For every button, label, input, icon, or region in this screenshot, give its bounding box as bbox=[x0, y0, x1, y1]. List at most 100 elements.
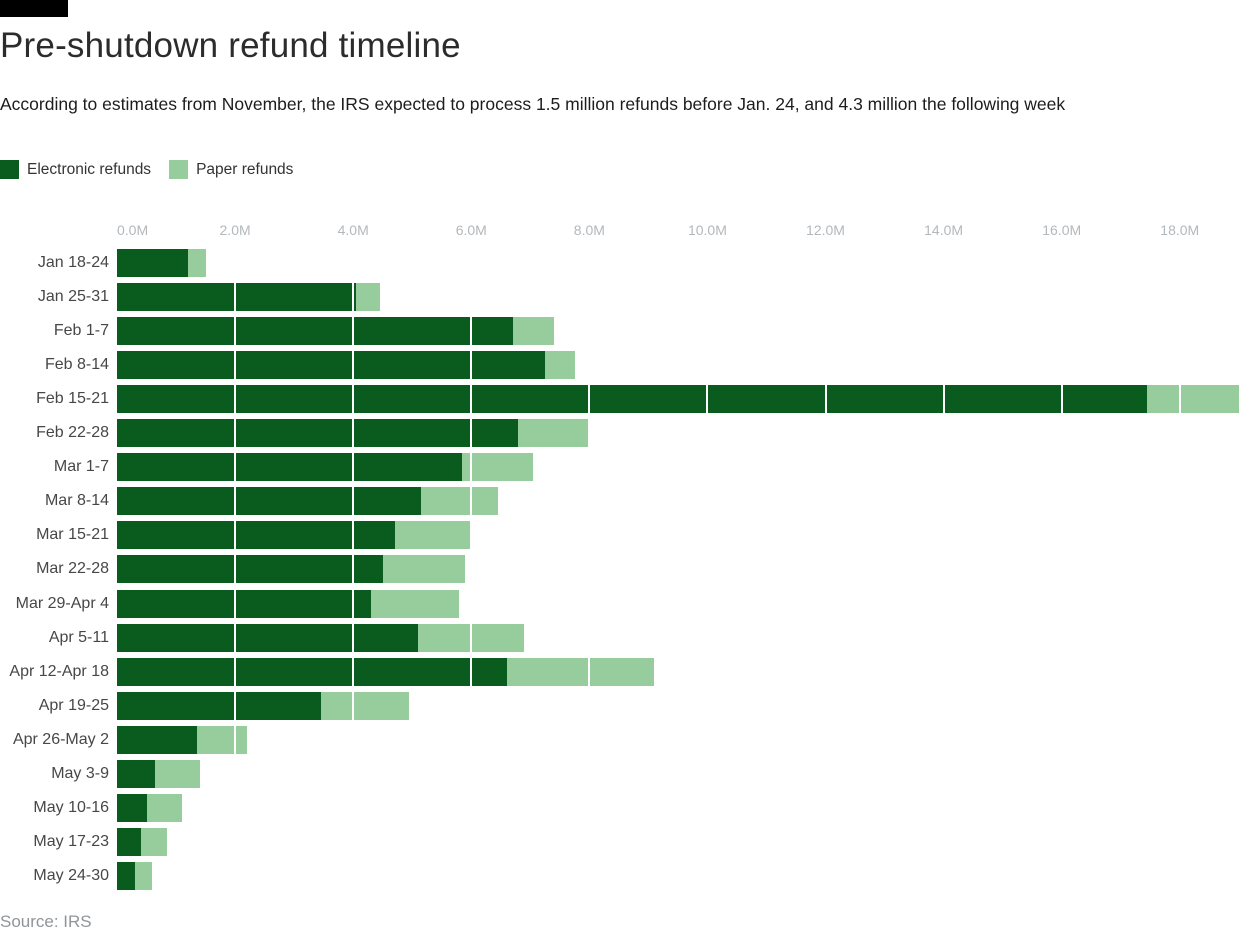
category-label: Feb 22-28 bbox=[36, 424, 109, 442]
stacked-bar bbox=[117, 759, 200, 788]
legend-swatch-paper bbox=[169, 160, 189, 179]
bar-segment-electronic bbox=[117, 725, 197, 754]
bar-segment-electronic bbox=[117, 623, 419, 652]
stacked-bar bbox=[117, 385, 1239, 414]
bar-segment-paper bbox=[134, 861, 153, 890]
bar-segment-paper bbox=[1147, 385, 1239, 414]
bar-segment-electronic bbox=[117, 759, 156, 788]
x-axis: 0.0M 2.0M 4.0M 6.0M 8.0M 10.0M 12.0M 14.0M 16.0M… bbox=[0, 218, 1240, 244]
bar-segment-electronic bbox=[117, 691, 321, 720]
bar-segment-paper bbox=[418, 623, 525, 652]
bar-row: Apr 26-May 2 bbox=[0, 723, 1240, 757]
stacked-bar bbox=[117, 351, 575, 380]
bar-segment-paper bbox=[196, 725, 247, 754]
category-label: Feb 1-7 bbox=[53, 322, 109, 340]
bar-segment-paper bbox=[421, 487, 498, 516]
stacked-bar bbox=[117, 827, 168, 856]
bar-segment-paper bbox=[140, 827, 168, 856]
legend-label-paper: Paper refunds bbox=[196, 160, 294, 178]
category-label: May 3-9 bbox=[51, 764, 109, 782]
category-label: Apr 5-11 bbox=[48, 628, 109, 646]
bar-row: Mar 8-14 bbox=[0, 484, 1240, 518]
category-label: Mar 29-Apr 4 bbox=[15, 594, 109, 612]
x-axis-tick-label: 16.0M bbox=[1042, 222, 1082, 238]
category-label: Jan 18-24 bbox=[37, 254, 109, 271]
page-title: Pre-shutdown refund timeline bbox=[0, 26, 461, 65]
bar-segment-electronic bbox=[117, 487, 422, 516]
bar-segment-electronic bbox=[117, 827, 141, 856]
bar-segment-paper bbox=[155, 759, 200, 788]
category-label: Jan 25-31 bbox=[37, 288, 109, 306]
stacked-bar bbox=[117, 657, 655, 686]
stacked-bar bbox=[117, 283, 380, 312]
legend-item-electronic: Electronic refunds bbox=[0, 160, 151, 179]
bar-segment-paper bbox=[187, 249, 206, 278]
chart-subtitle: According to estimates from November, th… bbox=[0, 94, 1066, 114]
stacked-bar bbox=[117, 453, 534, 482]
bar-row: Jan 18-24 bbox=[0, 246, 1240, 280]
legend-swatch-electronic bbox=[0, 160, 19, 179]
bar-row: Mar 15-21 bbox=[0, 518, 1240, 552]
stacked-bar bbox=[117, 487, 498, 516]
category-label: Feb 8-14 bbox=[44, 356, 109, 374]
stacked-bar bbox=[117, 793, 182, 822]
legend-label-electronic: Electronic refunds bbox=[27, 160, 152, 178]
bar-segment-electronic bbox=[117, 555, 383, 584]
x-axis-tick-label: 8.0M bbox=[573, 222, 605, 238]
bar-segment-electronic bbox=[117, 249, 188, 278]
bar-row: Mar 29-Apr 4 bbox=[0, 587, 1240, 621]
x-axis-tick-label: 14.0M bbox=[924, 222, 964, 238]
x-axis-tick-label: 2.0M bbox=[219, 222, 251, 238]
x-axis-tick-label: 0.0M bbox=[117, 222, 149, 238]
bar-segment-electronic bbox=[117, 385, 1148, 414]
category-label: Mar 8-14 bbox=[44, 492, 109, 510]
bar-row: Apr 19-25 bbox=[0, 689, 1240, 723]
bar-row: May 17-23 bbox=[0, 825, 1240, 859]
stacked-bar bbox=[117, 249, 206, 278]
stacked-bar bbox=[117, 555, 466, 584]
bar-segment-paper bbox=[512, 317, 554, 346]
stacked-bar bbox=[117, 521, 472, 550]
stacked-bar bbox=[117, 317, 554, 346]
x-axis-tick-label: 18.0M bbox=[1160, 222, 1200, 238]
x-axis-tick-label: 4.0M bbox=[337, 222, 369, 238]
category-label: Apr 26-May 2 bbox=[12, 730, 109, 748]
stacked-bar bbox=[117, 419, 590, 448]
category-label: May 17-23 bbox=[33, 832, 109, 850]
category-label: Feb 15-21 bbox=[36, 390, 109, 408]
category-label: May 24-30 bbox=[33, 866, 109, 884]
bar-row: Mar 1-7 bbox=[0, 450, 1240, 484]
bar-segment-electronic bbox=[117, 861, 135, 890]
bar-segment-paper bbox=[545, 351, 575, 380]
bar-row: Apr 5-11 bbox=[0, 621, 1240, 655]
category-label: Mar 22-28 bbox=[36, 560, 109, 578]
bar-segment-paper bbox=[382, 555, 466, 584]
stacked-bar bbox=[117, 691, 410, 720]
bar-row: Feb 8-14 bbox=[0, 348, 1240, 382]
bar-chart: 0.0M 2.0M 4.0M 6.0M 8.0M 10.0M 12.0M 14.0M 16.0M… bbox=[0, 218, 1240, 904]
stacked-bar bbox=[117, 623, 525, 652]
bar-segment-electronic bbox=[117, 453, 463, 482]
bar-segment-paper bbox=[462, 453, 534, 482]
bar-row: May 24-30 bbox=[0, 859, 1240, 893]
source-note: Source: IRS bbox=[0, 912, 92, 931]
stacked-bar bbox=[117, 589, 460, 618]
bar-row: Feb 22-28 bbox=[0, 416, 1240, 450]
bar-segment-electronic bbox=[117, 283, 357, 312]
bar-segment-paper bbox=[320, 691, 410, 720]
stacked-bar bbox=[117, 725, 247, 754]
bar-row: Feb 1-7 bbox=[0, 314, 1240, 348]
bar-segment-paper bbox=[146, 793, 182, 822]
bar-row: Jan 25-31 bbox=[0, 280, 1240, 314]
x-axis-tick-label: 10.0M bbox=[687, 222, 727, 238]
bar-row: May 10-16 bbox=[0, 791, 1240, 825]
bar-row: May 3-9 bbox=[0, 757, 1240, 791]
category-label: Mar 15-21 bbox=[36, 526, 109, 544]
bar-segment-electronic bbox=[117, 793, 147, 822]
category-label: May 10-16 bbox=[33, 798, 109, 816]
bar-segment-paper bbox=[518, 419, 590, 448]
bar-segment-electronic bbox=[117, 521, 395, 550]
bar-segment-electronic bbox=[117, 317, 513, 346]
category-label: Apr 19-25 bbox=[38, 696, 109, 714]
bar-segment-electronic bbox=[117, 419, 519, 448]
